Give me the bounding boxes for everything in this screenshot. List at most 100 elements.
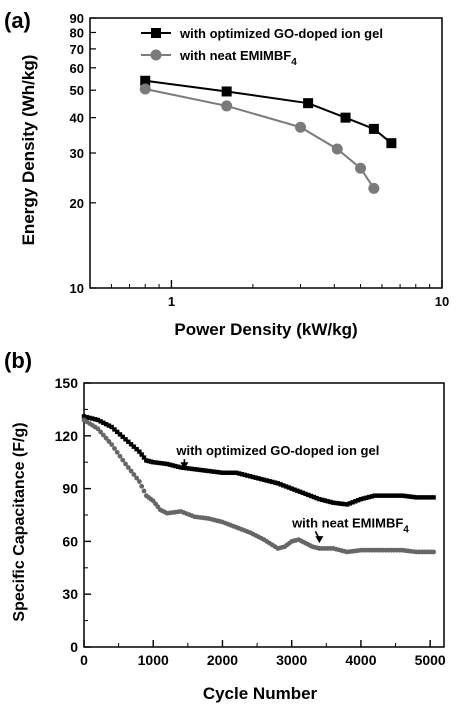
legend-label-series-1-sub: 4 — [291, 57, 297, 68]
series-0-point-93 — [336, 501, 341, 506]
series-0-point-54 — [228, 470, 233, 475]
series-0-point-3 — [340, 112, 351, 123]
series-0-point-49 — [214, 469, 220, 475]
series-0-point-74 — [283, 484, 289, 489]
series-1-point-12 — [114, 449, 120, 455]
series-0-point-42 — [195, 467, 200, 472]
series-1-point-18 — [131, 472, 137, 477]
x-tick-label-1: 1 — [168, 294, 175, 309]
y-tick-label-60: 60 — [62, 533, 78, 549]
series-0-point-84 — [311, 494, 317, 500]
panel-a-y-axis-label: Energy Density (Wh/kg) — [19, 55, 38, 246]
series-0-point-53 — [225, 470, 231, 475]
series-0-point-39 — [187, 466, 192, 471]
series-0-point-108 — [378, 493, 383, 498]
series-0-point-111 — [386, 493, 391, 498]
series-0-point-8 — [103, 421, 109, 427]
series-0-point-16 — [126, 439, 131, 444]
series-0-point-57 — [236, 471, 242, 476]
legend-marker-series-1 — [150, 49, 162, 61]
series-0-point-45 — [203, 468, 209, 473]
series-0-point-105 — [369, 494, 375, 499]
series-0-point-125 — [425, 495, 431, 500]
series-1-point-17 — [128, 468, 134, 474]
series-0-point-113 — [391, 493, 397, 498]
series-0-point-28 — [156, 460, 161, 466]
y-tick-label-30: 30 — [70, 146, 84, 161]
series-0-point-20 — [137, 449, 142, 454]
legend-marker-series-0 — [151, 28, 161, 38]
y-tick-label-50: 50 — [70, 83, 84, 98]
series-1-point-2 — [295, 121, 307, 133]
series-0-point-81 — [303, 491, 308, 497]
series-0-point-27 — [153, 460, 159, 465]
annotation-series-1-main: with neat EMIMBF — [291, 515, 403, 530]
panel-b-label: (b) — [4, 348, 32, 373]
series-0-point-109 — [380, 493, 386, 498]
series-0-point-5 — [95, 417, 101, 423]
series-0-point-44 — [200, 468, 206, 473]
series-0-point-88 — [322, 498, 328, 503]
series-0-point-72 — [278, 482, 283, 487]
series-1-point-4 — [355, 162, 367, 174]
series-0-point-21 — [139, 452, 144, 457]
series-0-point-33 — [170, 463, 175, 468]
series-0-point-110 — [383, 493, 389, 498]
series-0-point-24 — [146, 458, 151, 464]
series-0-point-80 — [300, 490, 305, 496]
y-tick-label-80: 80 — [70, 25, 84, 40]
series-0-point-95 — [342, 501, 347, 507]
panel-b-x-axis-label: Cycle Number — [203, 684, 318, 703]
series-1-point-15 — [123, 461, 128, 467]
series-0-point-3 — [90, 416, 95, 421]
y-tick-label-70: 70 — [70, 42, 84, 57]
series-1-point-1 — [221, 100, 233, 112]
series-0-point-46 — [206, 468, 211, 474]
series-1-point-8 — [103, 435, 109, 441]
x-tick-label-5000: 5000 — [415, 652, 446, 668]
series-0-point-70 — [272, 480, 278, 485]
series-0-point-60 — [245, 473, 250, 478]
series-0-point-75 — [286, 485, 292, 490]
panel-b-y-axis-label: Specific Capacitance (F/g) — [11, 422, 28, 621]
series-0-point-1 — [221, 86, 232, 97]
series-0-point-5 — [386, 138, 397, 149]
annotation-series-0: with optimized GO-doped ion gel — [175, 443, 379, 458]
series-0-point-56 — [234, 470, 239, 475]
series-0-point-107 — [375, 493, 380, 498]
y-tick-label-60: 60 — [70, 61, 84, 76]
series-0-point-4 — [368, 123, 379, 134]
series-0-point-69 — [270, 479, 275, 485]
series-1-point-14 — [120, 457, 126, 463]
series-0-point-19 — [134, 446, 139, 452]
y-tick-label-120: 120 — [55, 428, 79, 444]
series-0-point-87 — [319, 497, 325, 503]
series-0-point-36 — [178, 465, 184, 470]
series-0-point-123 — [419, 495, 425, 500]
series-1-point-13 — [117, 453, 123, 459]
series-1-point-3 — [331, 143, 343, 155]
series-0-point-26 — [151, 460, 156, 465]
series-0-point-85 — [314, 495, 319, 501]
panel-b: (b) Specific Capacitance (F/g) Cycle Num… — [4, 348, 446, 703]
series-0-point-73 — [281, 483, 286, 488]
series-0-point-67 — [264, 478, 269, 483]
series-0-point-15 — [123, 437, 128, 442]
series-0-point-83 — [308, 493, 314, 499]
series-0-point-103 — [364, 495, 369, 500]
series-0-point-51 — [220, 470, 225, 475]
series-0-point-101 — [358, 496, 364, 502]
series-0-point-55 — [231, 470, 236, 475]
series-0-point-32 — [167, 462, 173, 467]
y-tick-label-30: 30 — [62, 586, 78, 602]
series-0-point-82 — [306, 492, 311, 498]
series-0-point-127 — [431, 495, 436, 500]
series-0-point-0 — [81, 414, 87, 419]
series-0-point-94 — [339, 501, 344, 506]
y-tick-label-40: 40 — [70, 111, 84, 126]
series-0-point-102 — [361, 496, 366, 501]
series-0-point-99 — [353, 499, 358, 504]
x-tick-label-0: 0 — [80, 652, 88, 668]
series-0-point-11 — [112, 427, 117, 432]
